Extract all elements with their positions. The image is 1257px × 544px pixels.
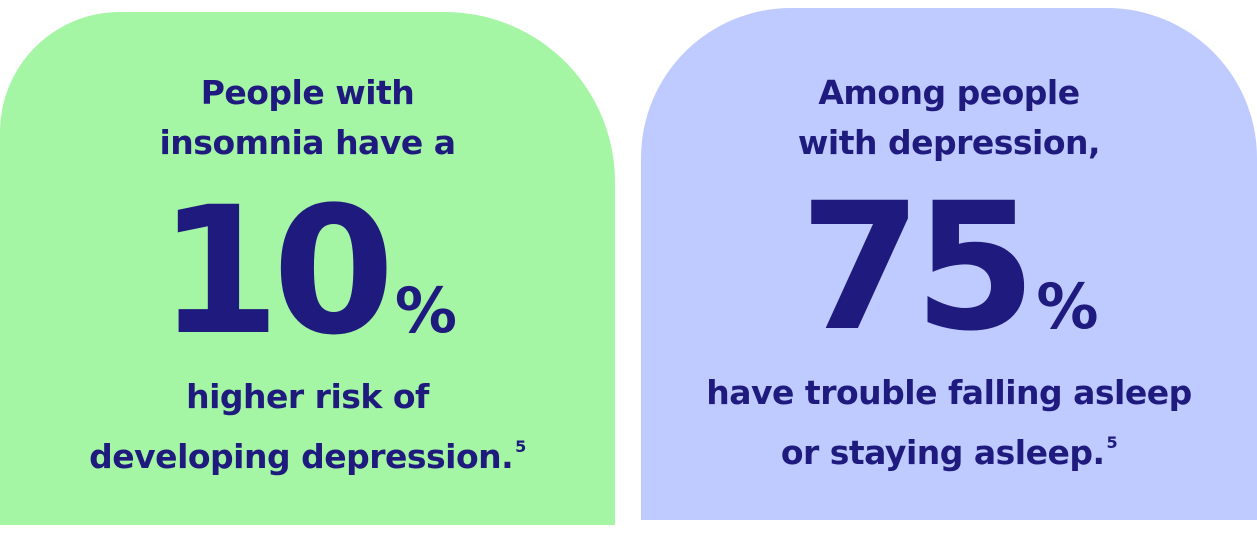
outro-line: or staying asleep. 5 — [641, 418, 1257, 478]
stat-unit: % — [1036, 270, 1099, 343]
stat-number: 10 — [157, 169, 395, 374]
stat: 75% — [641, 168, 1257, 368]
stat-unit: % — [394, 274, 458, 347]
stat: 10% — [0, 172, 615, 372]
intro-line: People with — [200, 73, 415, 112]
stat-card: People with insomnia have a 10% higher r… — [0, 12, 615, 525]
outro-line: higher risk of — [186, 377, 429, 416]
outro-line: developing depression. 5 — [0, 422, 615, 482]
outro-text: developing depression. — [89, 437, 514, 476]
intro-line: insomnia have a — [159, 123, 456, 162]
outro-line: have trouble falling asleep — [706, 373, 1192, 412]
outro: have trouble falling asleep or staying a… — [641, 368, 1257, 478]
stat-number: 75 — [799, 165, 1036, 370]
intro: People with insomnia have a — [0, 68, 615, 168]
stat-card: Among people with depression, 75% have t… — [641, 8, 1257, 520]
outro-text: or staying asleep. — [780, 433, 1105, 472]
intro: Among people with depression, — [641, 68, 1257, 168]
outro: higher risk of developing depression. 5 — [0, 372, 615, 482]
intro-line: with depression, — [797, 123, 1101, 162]
footnote: 5 — [1106, 433, 1118, 452]
footnote: 5 — [515, 437, 526, 456]
intro-line: Among people — [818, 73, 1080, 112]
